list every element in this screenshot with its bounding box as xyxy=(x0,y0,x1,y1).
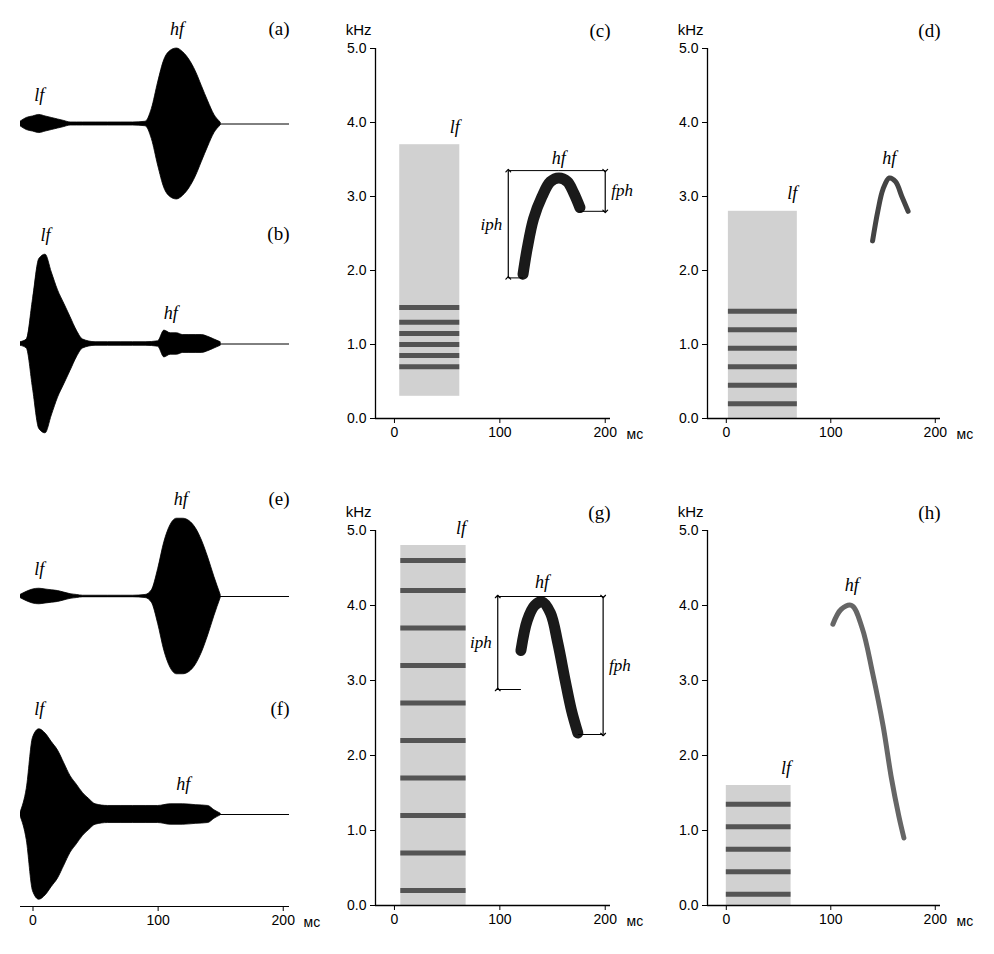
svg-text:(f): (f) xyxy=(271,698,290,720)
svg-text:2.0: 2.0 xyxy=(347,262,367,278)
svg-text:100: 100 xyxy=(819,911,843,927)
svg-text:iph: iph xyxy=(481,215,503,234)
svg-text:100: 100 xyxy=(488,424,512,440)
svg-text:2.0: 2.0 xyxy=(679,747,699,763)
svg-text:(c): (c) xyxy=(589,20,610,42)
svg-text:3.0: 3.0 xyxy=(347,188,367,204)
svg-text:lf: lf xyxy=(34,85,47,105)
svg-text:200: 200 xyxy=(924,424,948,440)
svg-text:iph: iph xyxy=(470,633,492,652)
svg-text:1.0: 1.0 xyxy=(679,822,699,838)
svg-text:0.0: 0.0 xyxy=(679,897,699,913)
svg-text:100: 100 xyxy=(146,912,170,928)
svg-text:lf: lf xyxy=(34,699,47,719)
svg-text:4.0: 4.0 xyxy=(679,597,699,613)
svg-text:(b): (b) xyxy=(267,223,289,245)
svg-text:fph: fph xyxy=(611,181,633,200)
svg-text:hf: hf xyxy=(882,148,899,168)
svg-text:0: 0 xyxy=(722,424,730,440)
svg-text:2.0: 2.0 xyxy=(347,747,367,763)
svg-text:kHz: kHz xyxy=(678,21,704,38)
svg-text:lf: lf xyxy=(450,117,463,137)
svg-text:hf: hf xyxy=(535,572,552,592)
svg-text:kHz: kHz xyxy=(346,503,372,520)
svg-text:мс: мс xyxy=(627,426,644,442)
svg-text:200: 200 xyxy=(924,911,948,927)
svg-text:kHz: kHz xyxy=(678,503,704,520)
svg-text:1.0: 1.0 xyxy=(347,336,367,352)
svg-text:1.0: 1.0 xyxy=(679,336,699,352)
svg-text:kHz: kHz xyxy=(346,21,372,38)
svg-text:lf: lf xyxy=(41,225,54,245)
svg-text:3.0: 3.0 xyxy=(679,188,699,204)
svg-text:(e): (e) xyxy=(268,488,289,510)
svg-text:1.0: 1.0 xyxy=(347,822,367,838)
svg-text:(g): (g) xyxy=(588,502,610,524)
svg-text:мс: мс xyxy=(627,913,644,929)
svg-text:hf: hf xyxy=(845,575,862,595)
svg-text:hf: hf xyxy=(176,774,193,794)
svg-text:lf: lf xyxy=(34,559,47,579)
svg-text:200: 200 xyxy=(594,424,618,440)
svg-text:5.0: 5.0 xyxy=(679,40,699,56)
svg-text:0.0: 0.0 xyxy=(347,897,367,913)
svg-text:(a): (a) xyxy=(268,18,289,40)
svg-text:4.0: 4.0 xyxy=(679,114,699,130)
svg-text:5.0: 5.0 xyxy=(347,522,367,538)
svg-text:lf: lf xyxy=(787,183,800,203)
svg-text:hf: hf xyxy=(170,19,187,39)
svg-text:hf: hf xyxy=(164,303,181,323)
svg-text:мс: мс xyxy=(304,914,321,930)
svg-text:100: 100 xyxy=(488,911,512,927)
svg-text:мс: мс xyxy=(957,913,974,929)
svg-text:3.0: 3.0 xyxy=(347,672,367,688)
svg-text:fph: fph xyxy=(609,656,631,675)
svg-text:hf: hf xyxy=(174,489,191,509)
svg-text:0: 0 xyxy=(722,911,730,927)
svg-text:lf: lf xyxy=(456,518,469,538)
svg-text:200: 200 xyxy=(594,911,618,927)
svg-text:100: 100 xyxy=(819,424,843,440)
svg-text:2.0: 2.0 xyxy=(679,262,699,278)
svg-text:(h): (h) xyxy=(918,502,940,524)
svg-text:200: 200 xyxy=(272,912,296,928)
svg-text:5.0: 5.0 xyxy=(679,522,699,538)
svg-text:3.0: 3.0 xyxy=(679,672,699,688)
svg-text:0.0: 0.0 xyxy=(347,410,367,426)
svg-text:4.0: 4.0 xyxy=(347,114,367,130)
svg-text:0: 0 xyxy=(391,424,399,440)
svg-text:4.0: 4.0 xyxy=(347,597,367,613)
svg-text:lf: lf xyxy=(781,758,794,778)
svg-text:5.0: 5.0 xyxy=(347,40,367,56)
svg-text:hf: hf xyxy=(552,148,569,168)
svg-text:0: 0 xyxy=(391,911,399,927)
svg-text:мс: мс xyxy=(957,426,974,442)
svg-text:0: 0 xyxy=(29,912,37,928)
svg-text:0.0: 0.0 xyxy=(679,410,699,426)
svg-text:(d): (d) xyxy=(918,20,940,42)
